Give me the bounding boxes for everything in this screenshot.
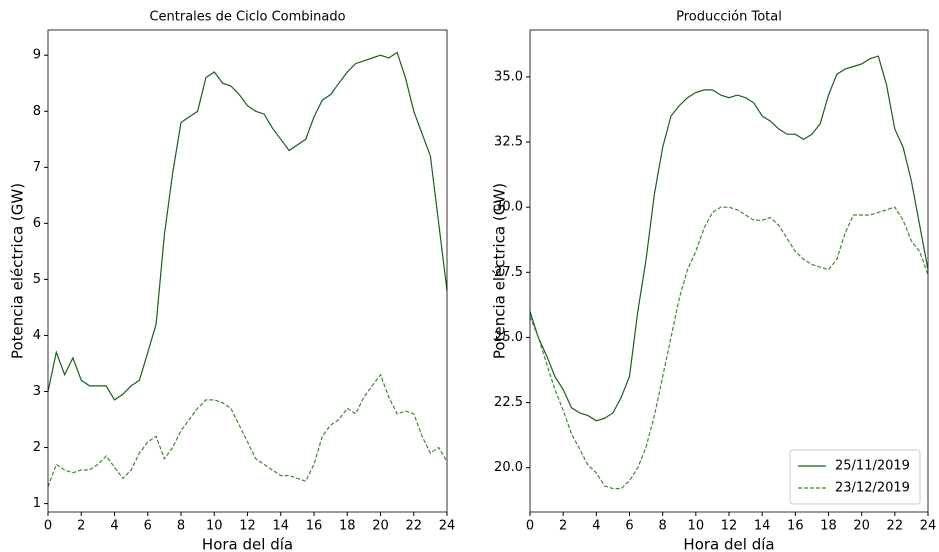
y-tick-label: 5: [33, 272, 41, 287]
x-tick-label: 6: [144, 519, 152, 534]
series-line: [529, 55, 929, 422]
y-tick-label: 2: [33, 440, 41, 455]
x-tick-label: 18: [820, 519, 837, 534]
y-axis-label: Potencia eléctrica (GW): [9, 183, 27, 359]
x-tick-label: 20: [853, 519, 870, 534]
x-tick-label: 14: [754, 519, 771, 534]
x-tick-label: 4: [592, 519, 600, 534]
y-tick-label: 6: [33, 216, 41, 231]
x-tick-label: 0: [526, 519, 534, 534]
x-tick-label: 10: [206, 519, 223, 534]
y-axis-label: Potencia eléctrica (GW): [491, 183, 509, 359]
x-tick-label: 14: [272, 519, 289, 534]
legend-box: [789, 449, 921, 505]
plot-frame: [529, 29, 929, 513]
x-tick-label: 8: [177, 519, 185, 534]
x-tick-label: 0: [44, 519, 52, 534]
x-tick-label: 20: [372, 519, 389, 534]
legend-label: 25/11/2019: [835, 459, 910, 474]
series-line: [47, 373, 448, 488]
y-tick-label: 20.0: [494, 460, 523, 475]
x-tick-label: 12: [239, 519, 256, 534]
x-tick-label: 2: [559, 519, 567, 534]
x-axis-label: Hora del día: [202, 536, 293, 552]
x-tick-label: 22: [887, 519, 904, 534]
legend-label: 23/12/2019: [835, 481, 910, 496]
x-tick-label: 18: [339, 519, 356, 534]
y-tick-label: 27.5: [494, 265, 523, 280]
y-tick-label: 30.0: [494, 200, 523, 215]
x-tick-label: 12: [721, 519, 738, 534]
y-tick-label: 7: [33, 160, 41, 175]
x-tick-label: 10: [688, 519, 705, 534]
y-tick-label: 35.0: [494, 69, 523, 84]
y-tick-label: 1: [33, 496, 41, 511]
plot-frame: [47, 29, 448, 513]
x-tick-label: 22: [405, 519, 422, 534]
x-tick-label: 16: [787, 519, 804, 534]
y-tick-label: 3: [33, 384, 41, 399]
chart-title: Producción Total: [676, 10, 782, 25]
x-tick-label: 8: [659, 519, 667, 534]
y-tick-label: 32.5: [494, 135, 523, 150]
series-line: [529, 206, 929, 490]
series-line: [47, 51, 448, 401]
chart-title: Centrales de Ciclo Combinado: [149, 10, 345, 25]
x-tick-label: 4: [110, 519, 118, 534]
x-tick-label: 6: [625, 519, 633, 534]
x-tick-label: 16: [306, 519, 323, 534]
x-axis-label: Hora del día: [683, 536, 774, 552]
y-tick-label: 22.5: [494, 395, 523, 410]
x-tick-label: 24: [439, 519, 456, 534]
y-tick-label: 9: [33, 48, 41, 63]
y-tick-label: 4: [33, 328, 41, 343]
y-tick-label: 25.0: [494, 330, 523, 345]
y-tick-label: 8: [33, 104, 41, 119]
x-tick-label: 2: [77, 519, 85, 534]
x-tick-label: 24: [920, 519, 937, 534]
